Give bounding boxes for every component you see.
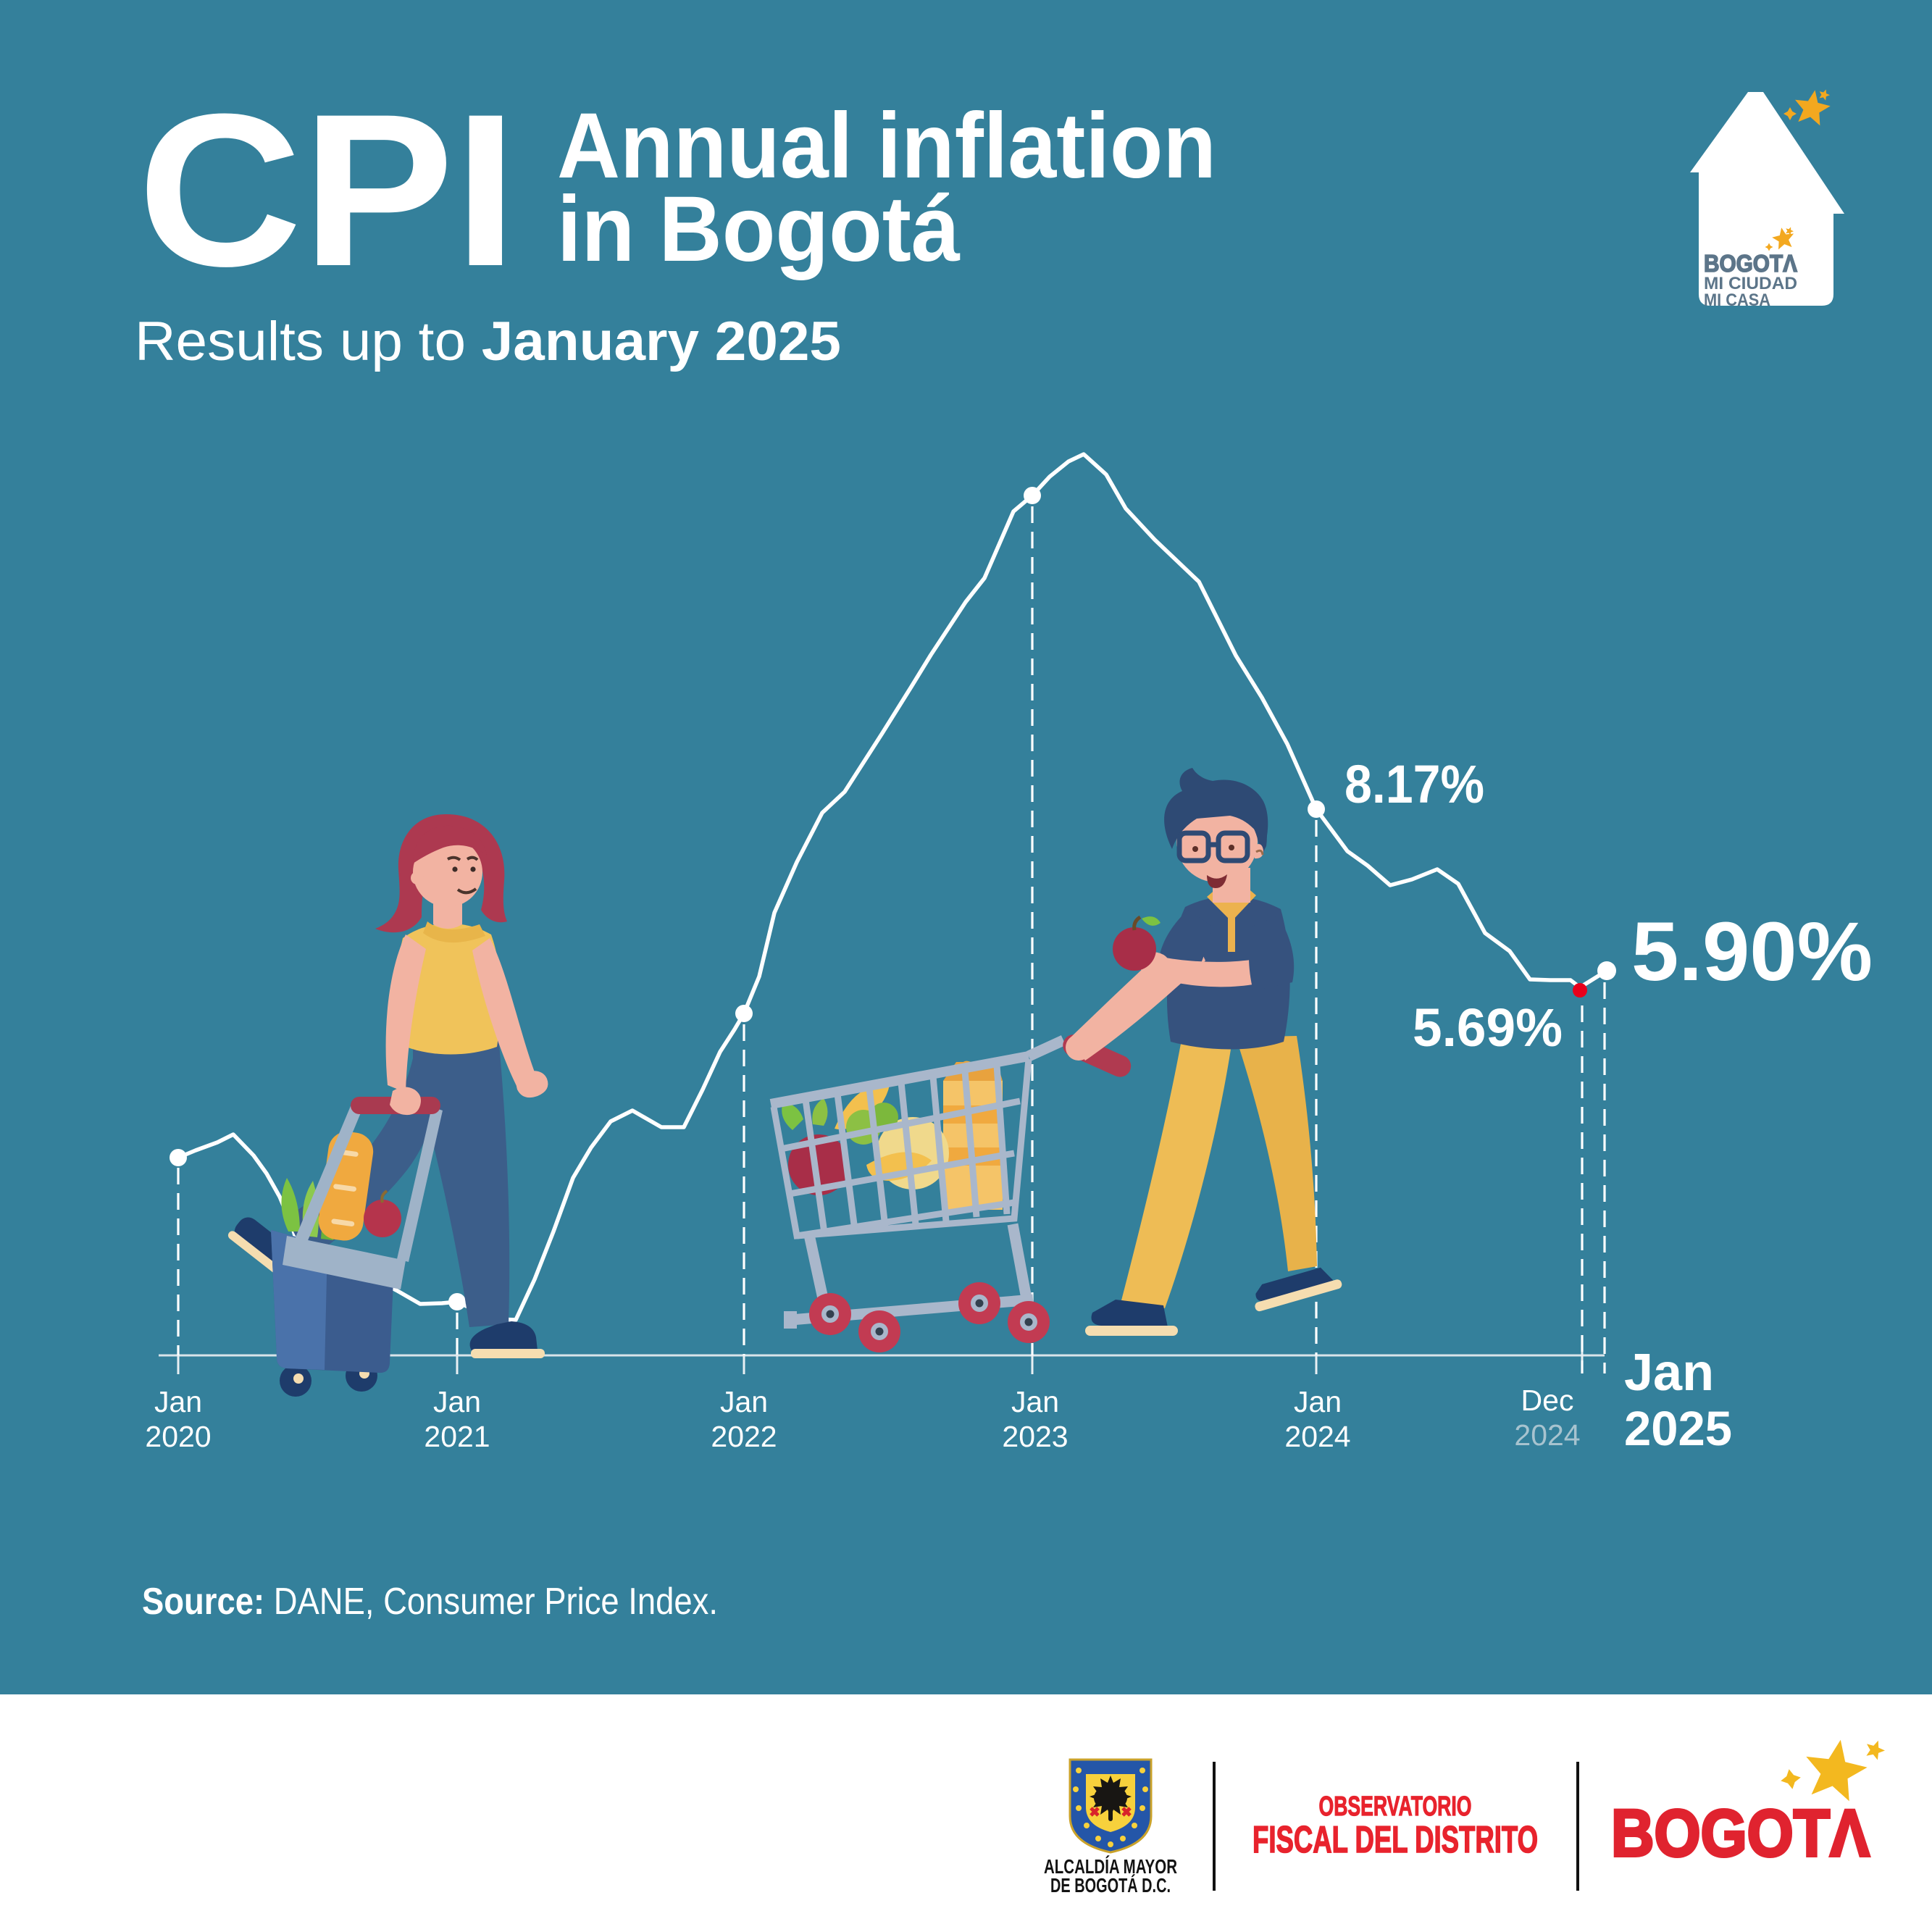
svg-text:2023: 2023 [1002, 1420, 1068, 1453]
svg-text:MI CASA: MI CASA [1704, 290, 1770, 310]
svg-text:Jan: Jan [1294, 1385, 1342, 1418]
svg-text:CPI: CPI [138, 68, 517, 311]
svg-text:2024: 2024 [1284, 1420, 1350, 1453]
svg-text:5.90%: 5.90% [1631, 906, 1873, 998]
svg-text:2025: 2025 [1624, 1402, 1732, 1456]
svg-text:MI CIUDAD: MI CIUDAD [1704, 274, 1797, 293]
svg-text:8.17%: 8.17% [1345, 754, 1484, 814]
svg-text:Dec: Dec [1521, 1384, 1574, 1417]
svg-text:FISCAL DEL DISTRITO: FISCAL DEL DISTRITO [1253, 1819, 1538, 1861]
svg-text:Jan: Jan [1011, 1385, 1059, 1418]
svg-text:Results up to January 2025: Results up to January 2025 [135, 311, 841, 372]
svg-text:Jan: Jan [1624, 1344, 1714, 1402]
svg-text:OBSERVATORIO: OBSERVATORIO [1319, 1791, 1472, 1822]
svg-text:Jan: Jan [154, 1385, 202, 1418]
svg-text:BOGOTΛ: BOGOTΛ [1704, 250, 1797, 277]
svg-text:5.69%: 5.69% [1413, 998, 1563, 1058]
svg-text:Jan: Jan [433, 1385, 481, 1418]
svg-text:BOGOTΛ: BOGOTΛ [1611, 1797, 1870, 1870]
svg-text:in Bogotá: in Bogotá [557, 177, 961, 281]
svg-text:Source: DANE, Consumer Price: Source: DANE, Consumer Price Index. [142, 1581, 718, 1623]
svg-text:Annual inflation: Annual inflation [557, 94, 1216, 198]
svg-text:2020: 2020 [145, 1420, 211, 1453]
svg-text:DE BOGOTÁ D.C.: DE BOGOTÁ D.C. [1050, 1874, 1171, 1897]
svg-text:Jan: Jan [720, 1385, 768, 1418]
svg-text:ALCALDÍA MAYOR: ALCALDÍA MAYOR [1044, 1855, 1177, 1878]
svg-text:2024: 2024 [1514, 1418, 1580, 1452]
svg-text:2022: 2022 [711, 1420, 777, 1453]
svg-text:2021: 2021 [424, 1420, 490, 1453]
